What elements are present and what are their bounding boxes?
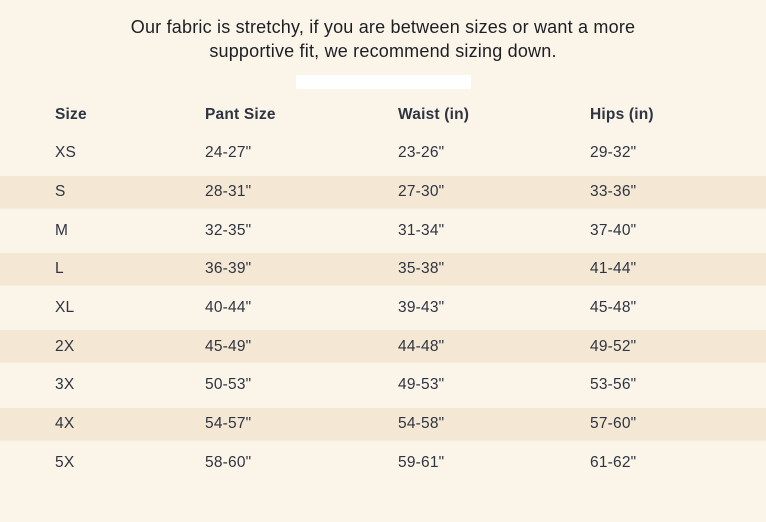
column-header-waist: Waist (in) bbox=[398, 106, 470, 123]
cell-pant-size: 45-49" bbox=[205, 337, 252, 355]
cell-pant-size: 36-39" bbox=[205, 260, 252, 278]
cell-waist: 27-30" bbox=[398, 183, 445, 201]
cell-waist: 59-61" bbox=[398, 453, 445, 471]
fit-note-line-1: Our fabric is stretchy, if you are betwe… bbox=[130, 17, 636, 37]
cell-hips: 53-56" bbox=[590, 376, 637, 394]
cell-size: XS bbox=[55, 144, 77, 162]
table-header-row: Size Pant Size Waist (in) Hips (in) bbox=[0, 96, 766, 134]
table-row-3x: 3X 50-53" 49-53" 53-56" bbox=[0, 366, 766, 405]
size-chart-table: Size Pant Size Waist (in) Hips (in) XS 2… bbox=[0, 96, 766, 482]
cell-waist: 35-38" bbox=[398, 260, 445, 278]
table-row-5x: 5X 58-60" 59-61" 61-62" bbox=[0, 444, 766, 483]
cell-hips: 57-60" bbox=[590, 415, 637, 433]
table-row-4x: 4X 54-57" 54-58" 57-60" bbox=[0, 404, 766, 444]
column-header-pant-size: Pant Size bbox=[205, 106, 276, 123]
cell-waist: 44-48" bbox=[398, 337, 445, 355]
column-header-hips: Hips (in) bbox=[590, 106, 654, 123]
cell-waist: 49-53" bbox=[398, 376, 445, 394]
cell-waist: 31-34" bbox=[398, 221, 445, 239]
cell-hips: 49-52" bbox=[590, 337, 637, 355]
cell-waist: 54-58" bbox=[398, 415, 445, 433]
cell-hips: 61-62" bbox=[590, 453, 637, 471]
table-row-m: M 32-35" 31-34" 37-40" bbox=[0, 211, 766, 250]
cell-hips: 45-48" bbox=[590, 299, 637, 317]
cell-size: 4X bbox=[55, 415, 75, 433]
divider-bar bbox=[295, 75, 471, 89]
column-header-size: Size bbox=[55, 106, 87, 123]
cell-hips: 29-32" bbox=[590, 144, 637, 162]
table-row-l: L 36-39" 35-38" 41-44" bbox=[0, 250, 766, 289]
cell-waist: 23-26" bbox=[398, 144, 445, 162]
cell-size: XL bbox=[55, 299, 75, 317]
table-row-xs: XS 24-27" 23-26" 29-32" bbox=[0, 134, 766, 173]
cell-pant-size: 24-27" bbox=[205, 144, 252, 162]
cell-size: 3X bbox=[55, 376, 75, 394]
fit-note: Our fabric is stretchy, if you are betwe… bbox=[0, 0, 766, 63]
cell-hips: 33-36" bbox=[590, 183, 637, 201]
cell-hips: 37-40" bbox=[590, 221, 637, 239]
cell-pant-size: 58-60" bbox=[205, 453, 252, 471]
cell-pant-size: 32-35" bbox=[205, 221, 252, 239]
cell-pant-size: 40-44" bbox=[205, 299, 252, 317]
cell-hips: 41-44" bbox=[590, 260, 637, 278]
table-row-s: S 28-31" 27-30" 33-36" bbox=[0, 172, 766, 212]
fit-note-line-2: supportive fit, we recommend sizing down… bbox=[209, 40, 557, 61]
table-row-2x: 2X 45-49" 44-48" 49-52" bbox=[0, 327, 766, 367]
cell-size: 2X bbox=[55, 337, 75, 355]
cell-pant-size: 28-31" bbox=[205, 183, 252, 201]
table-row-xl: XL 40-44" 39-43" 45-48" bbox=[0, 289, 766, 328]
cell-size: L bbox=[55, 260, 64, 278]
cell-size: 5X bbox=[55, 453, 75, 471]
cell-waist: 39-43" bbox=[398, 299, 445, 317]
cell-pant-size: 50-53" bbox=[205, 376, 252, 394]
cell-size: M bbox=[55, 221, 69, 239]
cell-size: S bbox=[55, 183, 66, 201]
cell-pant-size: 54-57" bbox=[205, 415, 252, 433]
